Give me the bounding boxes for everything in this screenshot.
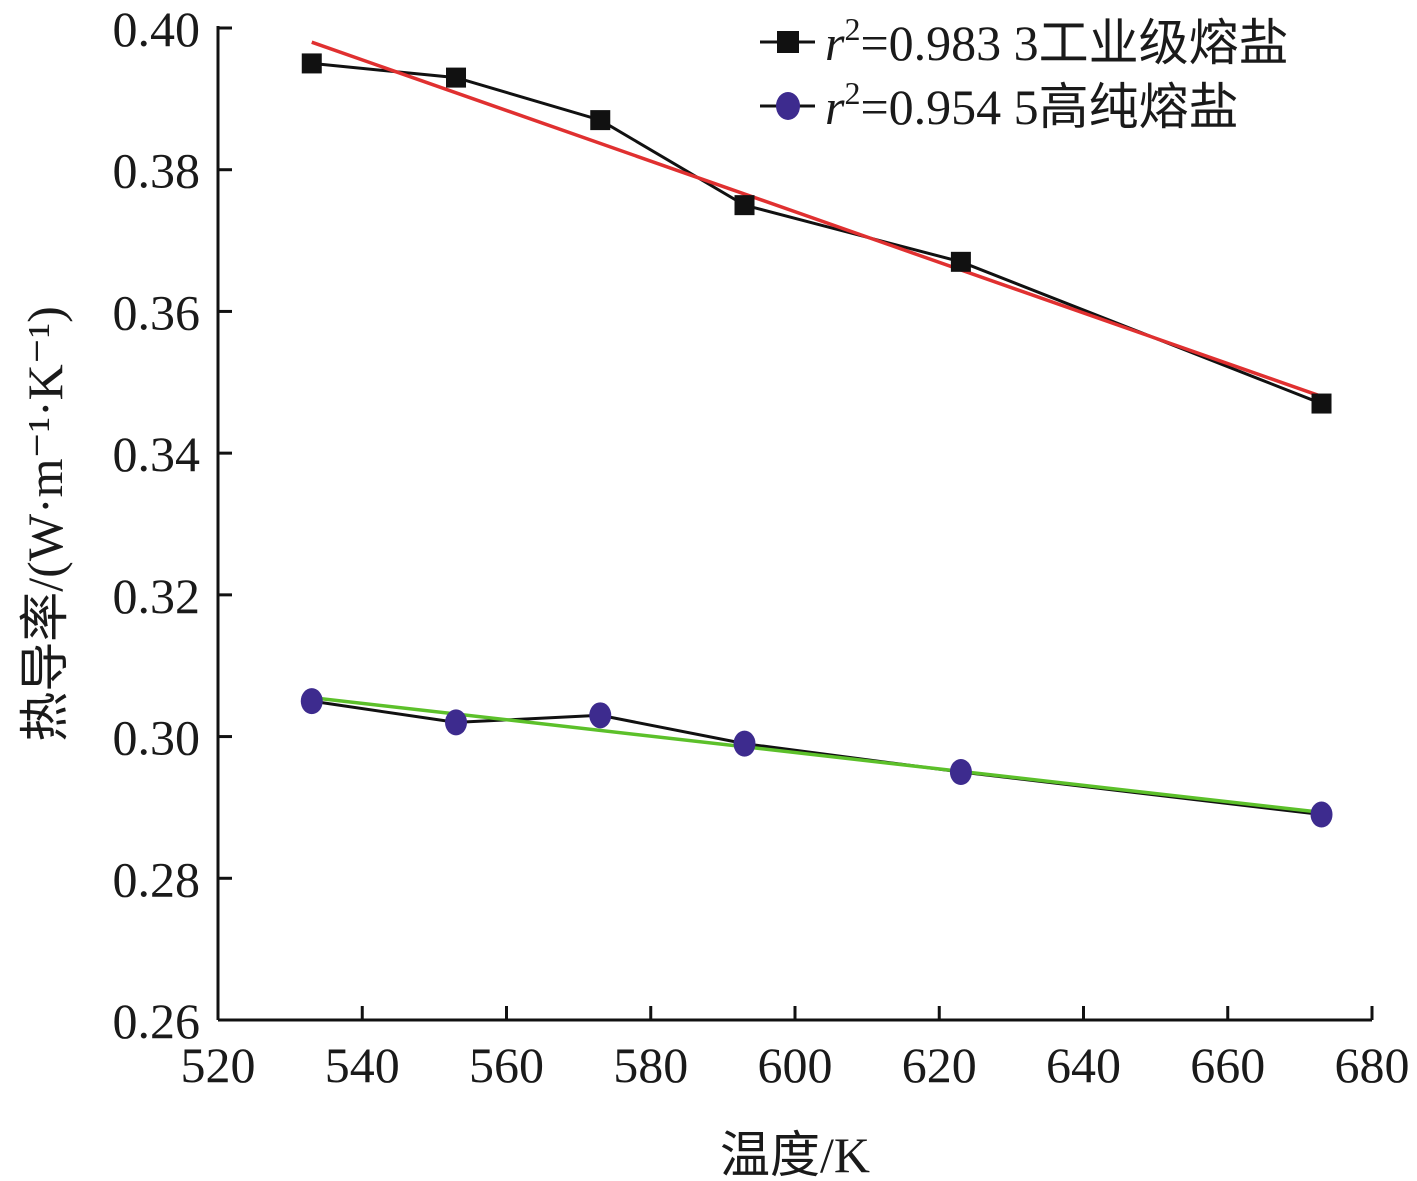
legend-label-rest: =0.954 5高纯熔盐 (860, 79, 1238, 135)
data-point-circle (1310, 801, 1333, 828)
x-tick-label: 540 (325, 1037, 400, 1093)
legend-label-sup: 2 (844, 11, 860, 47)
data-point-circle (949, 759, 972, 785)
data-point-circle (445, 709, 468, 736)
data-point-square (590, 110, 611, 131)
y-tick-label: 0.36 (113, 284, 201, 340)
x-tick-label: 680 (1335, 1037, 1410, 1093)
y-axis-title: 热导率/(W·m⁻¹·K⁻¹) (17, 306, 73, 741)
fit-line-2 (311, 695, 1322, 815)
data-point-square (301, 53, 322, 74)
data-point-circle (733, 730, 756, 757)
legend-label-rest: =0.983 3工业级熔盐 (860, 15, 1288, 71)
x-tick-label: 600 (758, 1037, 833, 1093)
legend-label-2: r2=0.954 5高纯熔盐 (825, 75, 1239, 135)
x-tick-label: 580 (613, 1037, 688, 1093)
y-tick-label: 0.34 (113, 426, 201, 482)
y-tick-label: 0.30 (113, 710, 201, 766)
legend-label-r: r (825, 15, 845, 71)
axes: 520 540 560 580 600 620 640 660 680 0.26 0.28 0.30 0… (17, 1, 1410, 1181)
x-tick-label: 620 (902, 1037, 977, 1093)
x-tick-label: 660 (1190, 1037, 1265, 1093)
fit-line-1 (311, 40, 1323, 399)
data-point-square (734, 195, 755, 216)
data-point-square (446, 67, 467, 88)
x-axis-title: 温度/K (720, 1127, 870, 1181)
legend-label-sup: 2 (844, 75, 860, 111)
legend-label-r: r (825, 79, 845, 135)
y-tick-label: 0.38 (113, 143, 201, 199)
y-tick-label: 0.32 (113, 568, 201, 624)
x-tick-label: 520 (181, 1037, 256, 1093)
legend-marker-square (777, 31, 799, 53)
y-tick-label: 0.26 (113, 993, 201, 1049)
data-point-square (1311, 393, 1332, 414)
legend-label-1: r2=0.983 3工业级熔盐 (825, 11, 1289, 71)
legend-marker-circle (776, 92, 800, 120)
plot-area (300, 40, 1333, 828)
x-tick-label: 640 (1046, 1037, 1121, 1093)
data-point-circle (589, 702, 612, 729)
y-tick-label: 0.28 (113, 851, 201, 907)
data-point-square (950, 251, 971, 272)
y-tick-label: 0.40 (113, 1, 201, 57)
data-point-circle (300, 688, 323, 715)
series-line-1 (311, 61, 1323, 405)
x-tick-label: 560 (469, 1037, 544, 1093)
